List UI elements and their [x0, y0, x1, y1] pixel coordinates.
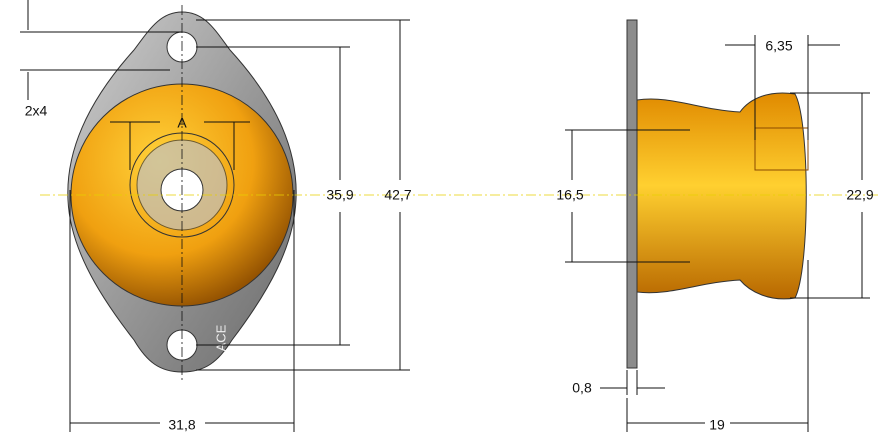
dim-label: 0,8 [572, 380, 592, 396]
dimensions [20, 0, 870, 432]
dim-label: 6,35 [765, 38, 792, 54]
section [754, 127, 809, 171]
dim-label: 16,5 [556, 187, 583, 203]
front-view: ACE [67, 5, 297, 380]
plate [626, 19, 638, 369]
dim-label: A [177, 115, 187, 131]
dim-label: 35,9 [326, 187, 353, 203]
brand: ACE [213, 324, 228, 351]
dim-label: 42,7 [384, 187, 411, 203]
side-view [626, 19, 809, 369]
dim-label: 22,9 [846, 187, 873, 203]
body [636, 92, 807, 300]
dim-label: 19 [709, 417, 725, 433]
dim-label: 31,8 [168, 417, 195, 433]
dim-label: 2x4 [25, 103, 48, 119]
